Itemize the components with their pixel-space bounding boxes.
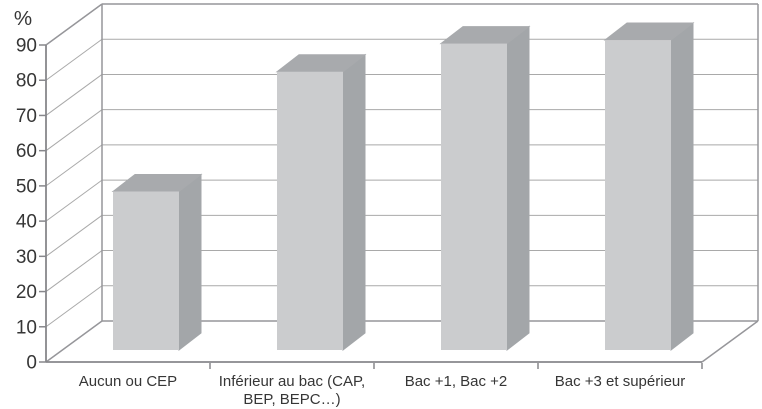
x-category-label: Aucun ou CEP <box>79 373 177 390</box>
bar-top-face <box>603 22 695 41</box>
bar-side-face <box>670 22 694 352</box>
side-wall-gridline <box>45 38 103 81</box>
floor-left-edge <box>45 320 103 363</box>
side-wall-gridline <box>45 179 103 222</box>
bar-front-face <box>277 71 343 350</box>
bar-group <box>603 22 695 352</box>
bar-front-face <box>113 191 179 350</box>
x-category-label: Inférieur au bac (CAP, <box>219 373 365 390</box>
floor-right-edge <box>701 320 759 363</box>
bar-front-face <box>605 40 671 351</box>
bar-side-face <box>506 25 530 352</box>
floor <box>46 321 758 362</box>
y-tick-label: 10 <box>16 317 37 338</box>
side-wall-gridline <box>45 214 103 257</box>
y-tick-label: 50 <box>16 176 37 197</box>
bar-group <box>111 173 203 352</box>
bar-side-face <box>178 173 202 352</box>
side-wall <box>46 4 102 362</box>
y-tick-label: 0 <box>26 353 37 374</box>
y-tick-label: 70 <box>16 106 37 127</box>
side-wall-gridline <box>45 285 103 328</box>
side-wall-gridline <box>45 74 103 116</box>
side-wall-gridline <box>45 109 103 152</box>
y-tick-label: 80 <box>16 71 37 92</box>
x-category-label: Bac +3 et supérieur <box>555 373 686 390</box>
bar-front-face <box>441 43 507 351</box>
y-tick-label: 20 <box>16 282 37 303</box>
side-wall-gridline <box>45 250 103 292</box>
side-wall-top-edge <box>45 3 103 46</box>
y-axis-unit-label: % <box>14 7 32 30</box>
x-category-label: Bac +1, Bac +2 <box>405 373 508 390</box>
bar-group <box>439 25 531 352</box>
y-tick-label: 40 <box>16 212 37 233</box>
y-tick-label: 60 <box>16 141 37 162</box>
y-tick-label: 30 <box>16 247 37 268</box>
y-tick-label: 90 <box>16 36 37 57</box>
side-wall-gridline <box>45 144 103 187</box>
bar-group <box>275 53 367 352</box>
bar-top-face <box>275 54 367 73</box>
x-category-label: BEP, BEPC…) <box>243 391 340 408</box>
bar-side-face <box>342 53 366 352</box>
